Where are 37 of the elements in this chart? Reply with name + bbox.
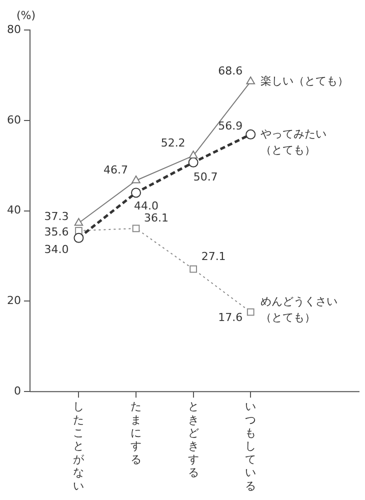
point bbox=[131, 188, 142, 198]
data-label: 27.1 bbox=[201, 250, 226, 263]
series-label: めんどうくさい（とても） bbox=[260, 294, 338, 324]
y-tick-label: 60 bbox=[6, 113, 21, 126]
data-label: 37.3 bbox=[44, 210, 69, 223]
point bbox=[190, 265, 197, 273]
data-label: 56.9 bbox=[218, 119, 243, 132]
point bbox=[246, 76, 256, 84]
x-tick-label: いつもしている bbox=[245, 400, 256, 492]
point bbox=[132, 176, 140, 184]
y-tick-label: 0 bbox=[14, 384, 21, 398]
y-tick-label: 20 bbox=[6, 294, 21, 308]
y-axis-title: (%) bbox=[16, 8, 36, 22]
x-tick-label: ときどきする bbox=[188, 400, 199, 480]
y-tick-label: 40 bbox=[6, 204, 21, 217]
y-tick-label: 80 bbox=[6, 22, 21, 36]
data-label: 34.0 bbox=[44, 242, 69, 256]
point bbox=[246, 308, 254, 316]
x-tick-label: したことがない bbox=[73, 400, 86, 492]
point bbox=[246, 129, 256, 140]
data-label: 44.0 bbox=[134, 200, 159, 213]
series-label: やってみたい（とても） bbox=[260, 127, 327, 156]
point bbox=[74, 218, 84, 226]
data-label: 68.6 bbox=[218, 64, 243, 78]
data-label: 17.6 bbox=[218, 310, 243, 324]
series-label: 楽しい（とても） bbox=[260, 74, 349, 88]
data-label: 52.2 bbox=[160, 136, 186, 150]
x-tick-label: たまにする bbox=[130, 400, 142, 466]
point bbox=[132, 224, 140, 232]
point bbox=[74, 232, 84, 243]
data-label: 50.7 bbox=[193, 170, 218, 184]
data-label: 46.7 bbox=[104, 163, 128, 176]
point bbox=[188, 157, 198, 168]
data-label: 35.6 bbox=[44, 226, 69, 239]
point bbox=[75, 227, 82, 234]
point bbox=[188, 150, 198, 158]
data-label: 36.1 bbox=[144, 211, 169, 224]
